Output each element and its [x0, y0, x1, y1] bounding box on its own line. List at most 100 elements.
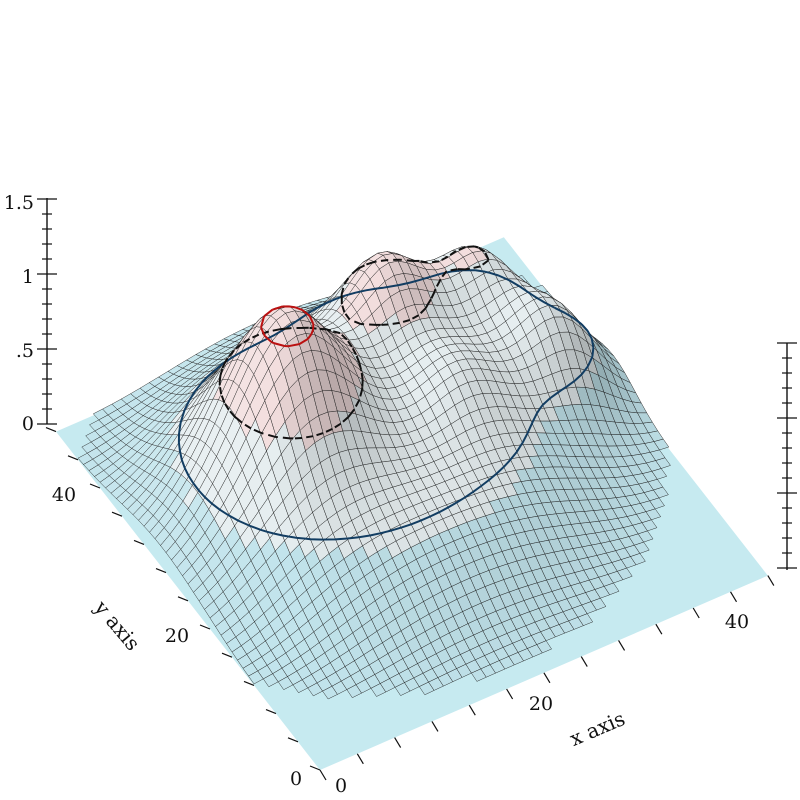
surface-patch-shade [358, 334, 374, 349]
surface-patch-shade [191, 554, 207, 575]
surface-patch-shade [460, 350, 476, 360]
surface-patch-shade [375, 367, 390, 379]
surface-patch-shade [389, 434, 405, 448]
surface-patch-shade [363, 390, 379, 409]
surface-patch-shade [513, 506, 529, 520]
surface-patch-shade [583, 433, 598, 446]
surface-patch-shade [157, 434, 173, 448]
surface-patch-shade [128, 451, 143, 465]
surface-patch-shade [227, 457, 243, 488]
surface-patch-shade [521, 480, 537, 493]
surface-patch-shade [250, 315, 266, 330]
surface-patch-shade [193, 365, 209, 372]
surface-patch-shade [154, 411, 170, 422]
x-tick-3 [431, 721, 439, 732]
surface-patch-shade [320, 351, 336, 374]
surface-patch-shade [108, 409, 123, 421]
surface-patch-shade [155, 527, 170, 546]
surface-patch-shade [181, 404, 197, 422]
surface-patch-shade [307, 300, 323, 305]
surface-patch-shade [209, 399, 225, 424]
surface-patch-shade [128, 412, 144, 423]
x-tick-10 [692, 607, 700, 619]
x-tick-7 [580, 656, 588, 667]
surface-patch-shade [583, 352, 599, 376]
surface-patch-shade [560, 444, 576, 457]
surface-patch-shade [371, 534, 387, 552]
surface-patch-shade [345, 285, 361, 304]
surface-patch-shade [265, 308, 281, 316]
surface-patch-shade [364, 261, 380, 280]
surface-patch-shade [191, 376, 207, 387]
surface-patch-shade [371, 376, 387, 389]
surface-patch-shade [495, 381, 511, 396]
surface-patch-shade [169, 376, 185, 385]
surface-patch-shade [168, 495, 183, 516]
surface-patch-shade [135, 428, 151, 440]
surface-patch-shade [437, 292, 452, 306]
surface-patch-shade [457, 315, 473, 328]
x-tick-2 [394, 737, 402, 748]
surface-patch-shade [337, 344, 353, 365]
surface-patch-shade [107, 452, 123, 464]
surface-patch-shade [340, 282, 356, 299]
surface-patch-shade [587, 342, 603, 366]
surface-patch-shade [333, 347, 349, 370]
surface-patch-shade [190, 523, 205, 546]
surface-patch-shade [96, 442, 112, 454]
surface-patch-shade [194, 500, 209, 524]
surface-patch-shade [512, 354, 528, 371]
surface-patch-shade [156, 422, 171, 434]
surface-patch-shade [149, 377, 165, 387]
surface-patch-shade [398, 261, 413, 275]
surface-patch-shade [397, 407, 412, 422]
surface-patch-shade [533, 377, 548, 395]
surface-patch-shade [175, 529, 191, 550]
surface-patch-shade [317, 297, 333, 302]
surface-patch-shade [400, 457, 416, 471]
surface-patch-shade [429, 317, 445, 330]
surface-patch-shade [369, 405, 384, 422]
surface-patch-shade [338, 449, 354, 471]
surface-patch-shade [182, 362, 198, 371]
surface-patch-shade [355, 271, 371, 292]
surface-patch-shade [143, 408, 159, 419]
surface-patch-shade [544, 317, 560, 336]
surface-patch-shade [141, 431, 156, 443]
surface-patch-shade [206, 551, 222, 573]
surface-patch-shade [508, 494, 523, 508]
surface-patch-shade [321, 309, 337, 321]
surface-patch-shade [349, 338, 365, 349]
surface-patch-shade [466, 518, 482, 534]
surface-patch-shade [364, 346, 379, 359]
surface-patch-shade [263, 340, 278, 369]
surface-patch-shade [132, 402, 148, 413]
surface-patch-shade [378, 408, 394, 423]
x-tick-11 [730, 591, 738, 603]
surface-patch-shade [233, 361, 249, 387]
surface-patch-shade [462, 368, 478, 383]
surface-patch-shade [613, 395, 629, 412]
surface-patch-shade [173, 393, 188, 403]
surface-patch-shade [474, 491, 490, 505]
surface-patch-shade [363, 463, 378, 480]
surface-patch-shade [240, 524, 255, 550]
surface-patch-shade [203, 483, 219, 510]
surface-patch-shade [479, 351, 495, 362]
surface-patch-shade [139, 418, 155, 429]
surface-patch-shade [322, 390, 338, 413]
surface-patch-shade [212, 561, 227, 583]
surface-patch-shade [175, 378, 190, 386]
surface-patch-shade [168, 365, 183, 375]
surface-patch-shade [380, 377, 396, 389]
surface-patch-shade [474, 557, 489, 574]
surface-patch-shade [184, 515, 200, 538]
surface-patch-shade [141, 395, 157, 406]
surface-patch-shade [607, 380, 623, 400]
y-tick-label-20: 20 [165, 625, 189, 647]
surface-patch-shade [365, 416, 381, 435]
surface-patch-shade [164, 374, 179, 383]
surface-patch-shade [563, 317, 579, 336]
surface-patch-shade [133, 454, 149, 468]
surface-patch-shade [151, 481, 167, 499]
